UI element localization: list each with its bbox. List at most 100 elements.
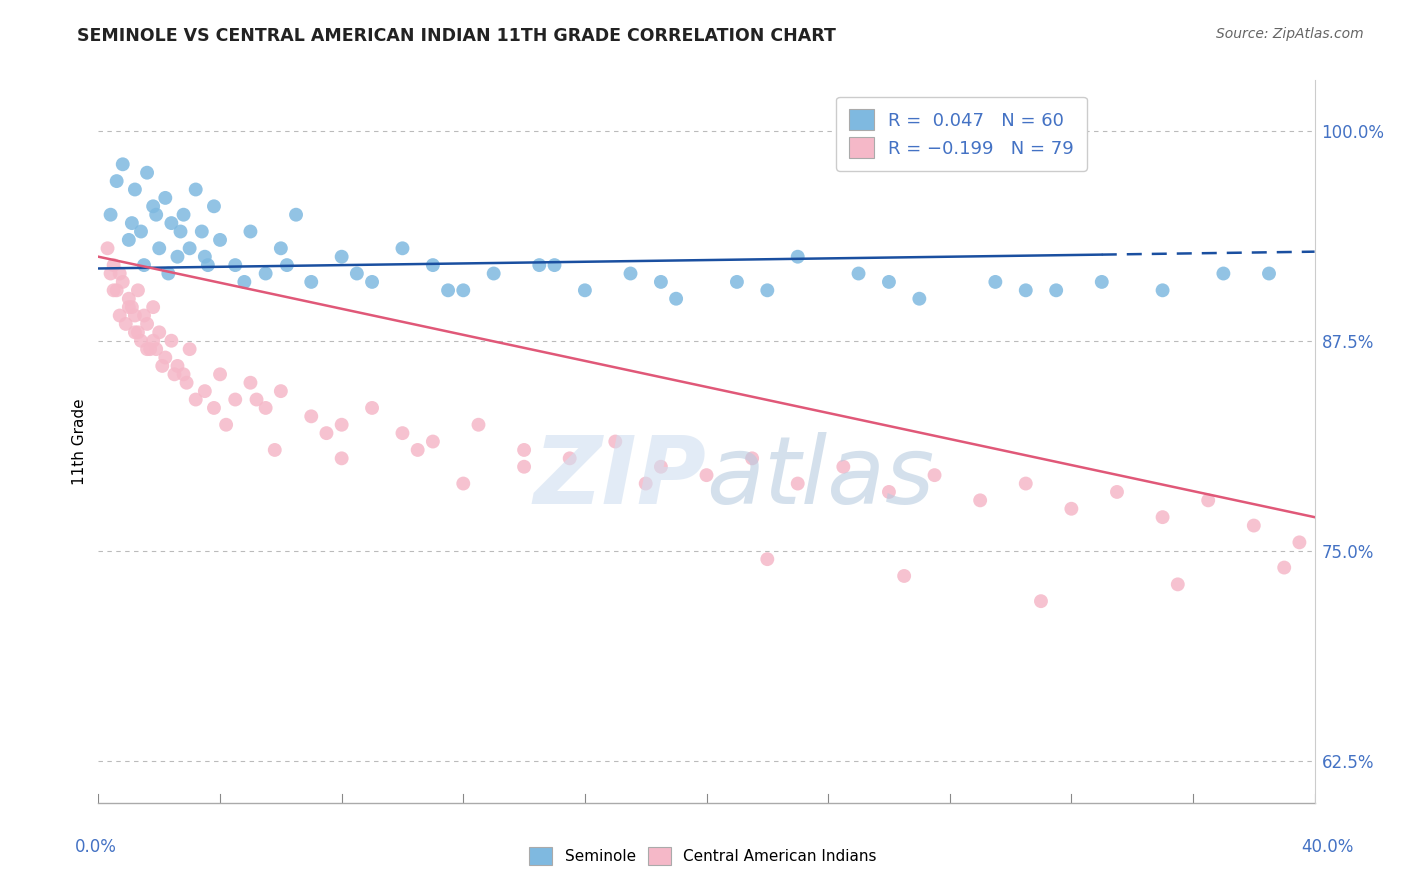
Point [650,459,672,474]
Point [150,359,173,373]
Point [361,275,384,289]
Point [832,459,855,474]
Point [786,250,808,264]
Point [529,258,551,272]
Point [1212,267,1234,281]
Text: 40.0%: 40.0% [1301,838,1354,855]
Point [166,359,188,373]
Point [136,342,159,356]
Point [391,241,413,255]
Point [725,275,748,289]
Point [543,258,565,272]
Point [111,157,134,171]
Point [105,283,128,297]
Point [173,368,195,382]
Point [453,476,475,491]
Point [422,258,444,272]
Point [163,368,186,382]
Point [969,493,991,508]
Point [215,417,238,432]
Point [105,174,128,188]
Point [166,250,188,264]
Point [285,208,308,222]
Point [96,241,118,255]
Point [696,468,718,483]
Point [270,241,292,255]
Point [148,241,170,255]
Point [605,434,627,449]
Point [132,309,155,323]
Point [142,334,165,348]
Point [103,258,125,272]
Point [276,258,298,272]
Point [254,401,277,415]
Point [202,401,225,415]
Point [741,451,763,466]
Point [437,283,460,297]
Point [619,267,641,281]
Point [148,326,170,340]
Point [330,417,353,432]
Point [108,309,131,323]
Point [111,275,134,289]
Point [1243,518,1265,533]
Point [145,342,167,356]
Point [136,317,159,331]
Point [877,485,900,500]
Point [173,208,195,222]
Point [233,275,256,289]
Point [145,208,167,222]
Point [118,300,141,314]
Point [224,258,246,272]
Point [118,292,141,306]
Point [315,426,337,441]
Point [121,300,143,314]
Text: atlas: atlas [707,432,935,524]
Point [756,552,779,566]
Point [299,275,322,289]
Point [124,326,146,340]
Point [191,225,214,239]
Point [224,392,246,407]
Point [1015,283,1038,297]
Point [139,342,162,356]
Y-axis label: 11th Grade: 11th Grade [72,398,87,485]
Point [1015,476,1038,491]
Point [160,334,183,348]
Point [114,317,136,331]
Point [1197,493,1219,508]
Point [142,300,165,314]
Text: Source: ZipAtlas.com: Source: ZipAtlas.com [1216,27,1364,41]
Point [877,275,900,289]
Text: 0.0%: 0.0% [75,838,117,855]
Point [1288,535,1310,549]
Point [124,309,146,323]
Point [756,283,779,297]
Point [574,283,596,297]
Point [1167,577,1189,591]
Point [330,451,353,466]
Point [270,384,292,398]
Point [361,401,384,415]
Point [924,468,946,483]
Point [558,451,581,466]
Point [239,376,262,390]
Point [1029,594,1052,608]
Point [422,434,444,449]
Point [121,216,143,230]
Point [786,476,808,491]
Point [194,250,217,264]
Point [103,283,125,297]
Point [1152,283,1174,297]
Point [129,334,152,348]
Point [984,275,1007,289]
Point [184,182,207,196]
Point [263,442,285,457]
Point [1060,501,1083,516]
Point [132,258,155,272]
Point [209,368,232,382]
Point [155,191,177,205]
Point [406,442,429,457]
Text: ZIP: ZIP [534,432,707,524]
Point [665,292,688,306]
